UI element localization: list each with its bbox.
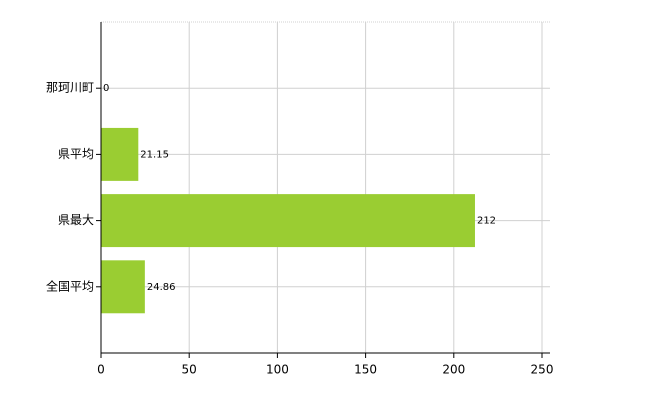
bar [101,260,145,314]
value-label: 21.15 [140,149,169,160]
y-tick-label: 県最大 [58,213,94,227]
x-tick-label: 50 [182,363,197,377]
x-tick-label: 150 [354,363,377,377]
x-tick-label: 0 [97,363,105,377]
x-tick-label: 250 [531,363,554,377]
x-tick-label: 100 [266,363,289,377]
y-tick-label: 県平均 [58,147,94,161]
bar [101,194,475,248]
y-tick-label: 全国平均 [46,278,94,293]
x-tick-label: 200 [442,363,465,377]
y-tick-label: 那珂川町 [46,81,94,95]
value-label: 24.86 [147,282,176,293]
value-label: 212 [477,216,496,227]
value-label: 0 [103,83,109,94]
bar [101,127,139,181]
